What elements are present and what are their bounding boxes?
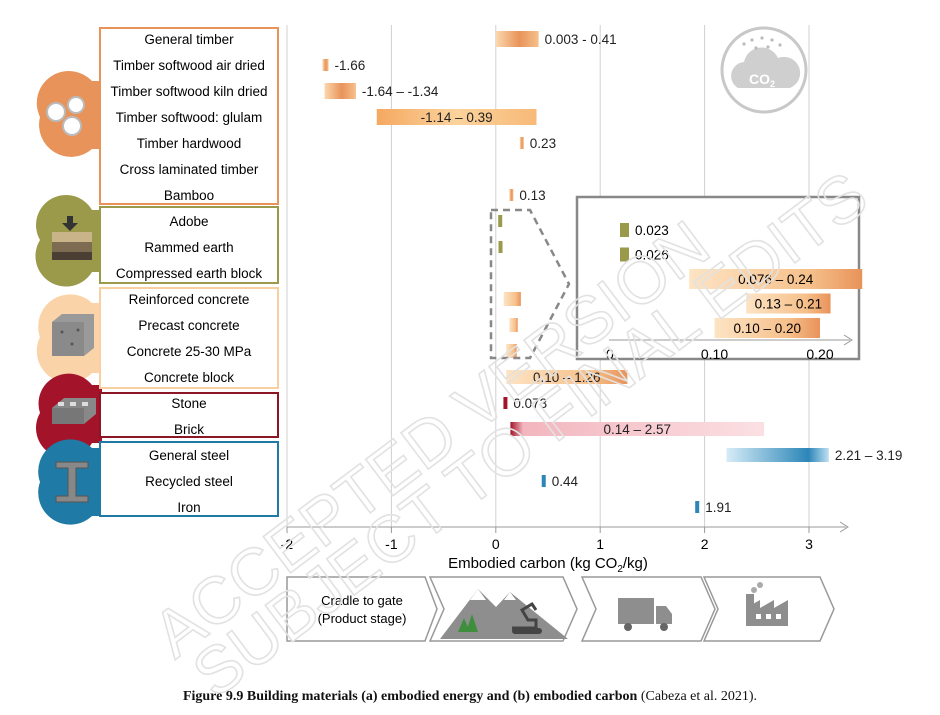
bar (324, 83, 356, 99)
process-flow: Cradle to gate (Product stage) (286, 576, 835, 642)
bar (498, 241, 503, 253)
inset-tick-label: 0 (606, 346, 614, 362)
x-tick-label: 3 (805, 536, 813, 552)
material-label: Compressed earth block (116, 266, 263, 281)
bar (376, 109, 537, 125)
x-tick-label: 1 (596, 536, 604, 552)
x-tick-label: 2 (701, 536, 709, 552)
bar (541, 475, 546, 487)
bar (509, 189, 514, 201)
factory-icon (746, 582, 788, 626)
figure-caption: Figure 9.9 Building materials (a) embodi… (182, 689, 758, 704)
inset-bar (746, 293, 831, 314)
metals-label-box (99, 441, 279, 517)
data-label: 0.23 (530, 136, 556, 151)
brick-icon (35, 373, 103, 459)
material-label: Recycled steel (145, 474, 233, 489)
data-label: -1.66 (334, 58, 365, 73)
inset-data-label: 0.13 – 0.21 (755, 297, 823, 312)
inset-tick-label: 0.10 (701, 346, 728, 362)
bar (503, 292, 521, 306)
material-label: General steel (149, 448, 229, 463)
data-label: 1.91 (705, 500, 731, 515)
data-label: 0.14 – 2.57 (603, 422, 671, 437)
inset-tick-label: 0.20 (806, 346, 833, 362)
material-label: Rammed earth (144, 240, 233, 255)
bar (498, 215, 503, 227)
material-label: Timber softwood kiln dried (110, 84, 267, 99)
data-label: -1.64 – -1.34 (362, 84, 439, 99)
flow-step1-line1: Cradle to gate (321, 593, 403, 608)
inset-data-label: 0.023 (635, 223, 669, 238)
data-label: 0.003 - 0.41 (545, 32, 617, 47)
inset-axis-arrow (843, 334, 853, 346)
timber-label-box (99, 27, 279, 205)
co2-cloud-icon: CO2 (720, 26, 808, 114)
inset-data-label: 0.10 – 0.20 (733, 321, 801, 336)
inset-data-label: 0.076 – 0.24 (738, 272, 814, 287)
bar (510, 422, 765, 436)
inset-data-label: 0.026 (635, 248, 669, 263)
bar-layer: 0.003 - 0.41 -1.66 -1.64 – -1.34 -1.14 – 0.… (322, 31, 902, 515)
bar (503, 397, 508, 409)
data-label: -1.14 – 0.39 (421, 110, 493, 125)
material-label: Timber hardwood (137, 136, 242, 151)
steel-beam-icon (38, 439, 102, 525)
concrete-block-icon (36, 294, 103, 383)
bar (695, 501, 700, 513)
cradle-to-gate-step (286, 576, 438, 642)
masonry-label-box (99, 392, 279, 438)
bar (519, 137, 524, 149)
data-label: 0.10 – 1.26 (533, 370, 601, 385)
material-label: Concrete 25-30 MPa (127, 344, 252, 359)
bar (506, 370, 628, 384)
svg-text:CO2: CO2 (749, 71, 775, 89)
bar (509, 318, 518, 332)
bar (506, 344, 517, 358)
mountain-excavator-icon (440, 589, 568, 639)
inset-bar (620, 247, 629, 262)
material-label: Timber softwood air dried (113, 58, 265, 73)
bar (322, 59, 329, 71)
flow-step1-line2: (Product stage) (318, 611, 407, 626)
x-axis-arrow (839, 521, 849, 533)
material-label: Stone (171, 396, 206, 411)
material-label: Timber softwood: glulam (116, 110, 263, 125)
x-axis: -2 -1 0 1 2 3 (281, 25, 849, 552)
x-tick-label: 0 (492, 536, 500, 552)
timber-logs-icon (36, 71, 102, 157)
inset-bar (714, 318, 820, 338)
data-label: 2.21 – 3.19 (835, 448, 903, 463)
earth-layers-icon (35, 194, 102, 287)
zoom-indicator (489, 208, 571, 360)
material-label: Reinforced concrete (129, 292, 250, 307)
x-tick-label: -2 (281, 536, 294, 552)
data-label: 0.13 (519, 188, 545, 203)
truck-icon (618, 598, 672, 631)
material-label: Adobe (169, 214, 208, 229)
material-label: General timber (144, 32, 234, 47)
material-label: Iron (177, 500, 200, 515)
x-tick-label: -1 (385, 536, 398, 552)
material-labels: General timber Timber softwood air dried T… (110, 32, 267, 515)
material-label: Cross laminated timber (120, 162, 259, 177)
data-label: 0.44 (552, 474, 579, 489)
material-label: Brick (174, 422, 204, 437)
data-label: 0.073 (513, 396, 547, 411)
concrete-label-box (99, 287, 279, 389)
inset-bar (620, 223, 629, 237)
material-label: Bamboo (164, 188, 214, 203)
x-axis-title: Embodied carbon (kg CO2/kg) (448, 555, 648, 575)
inset-bar (689, 269, 863, 289)
material-label: Concrete block (144, 370, 234, 385)
bar (726, 448, 829, 462)
material-label: Precast concrete (138, 318, 239, 333)
bar (496, 31, 539, 47)
earth-label-box (99, 206, 279, 284)
inset-chart: 0 0.10 0.20 0.023 0.026 0.076 – 0.24 0.13 – 0.… (606, 223, 863, 362)
